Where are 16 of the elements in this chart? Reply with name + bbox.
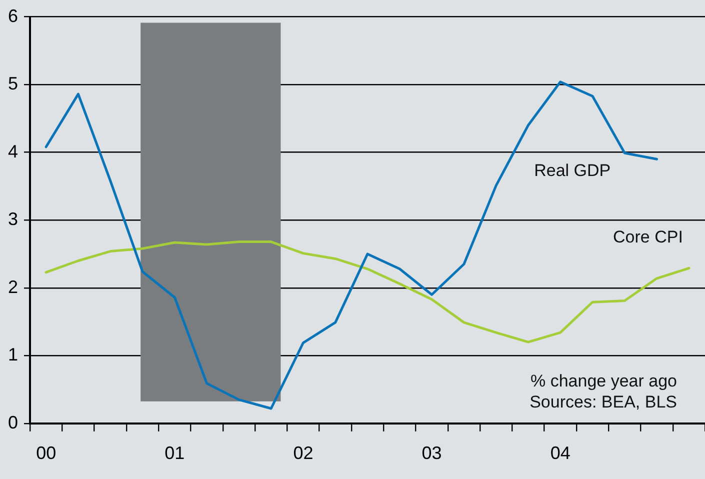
y-tick-label: 2 [8, 276, 18, 297]
series-label: Core CPI [613, 227, 683, 246]
x-tick-label: 01 [164, 443, 185, 464]
y-tick-label: 3 [8, 209, 18, 230]
x-tick-label: 02 [293, 443, 314, 464]
annotation: % change year ago [530, 372, 677, 391]
y-tick-label: 6 [8, 6, 18, 26]
y-tick-label: 5 [8, 74, 18, 94]
x-tick-label: 04 [550, 443, 570, 464]
y-tick-label: 0 [8, 412, 18, 432]
annotation: Sources: BEA, BLS [530, 392, 677, 412]
y-tick-label: 4 [8, 141, 18, 162]
series-label: Real GDP [534, 161, 611, 180]
x-tick-label: 03 [422, 443, 442, 464]
y-tick-label: 1 [8, 344, 18, 365]
x-tick-label: 00 [36, 443, 56, 464]
